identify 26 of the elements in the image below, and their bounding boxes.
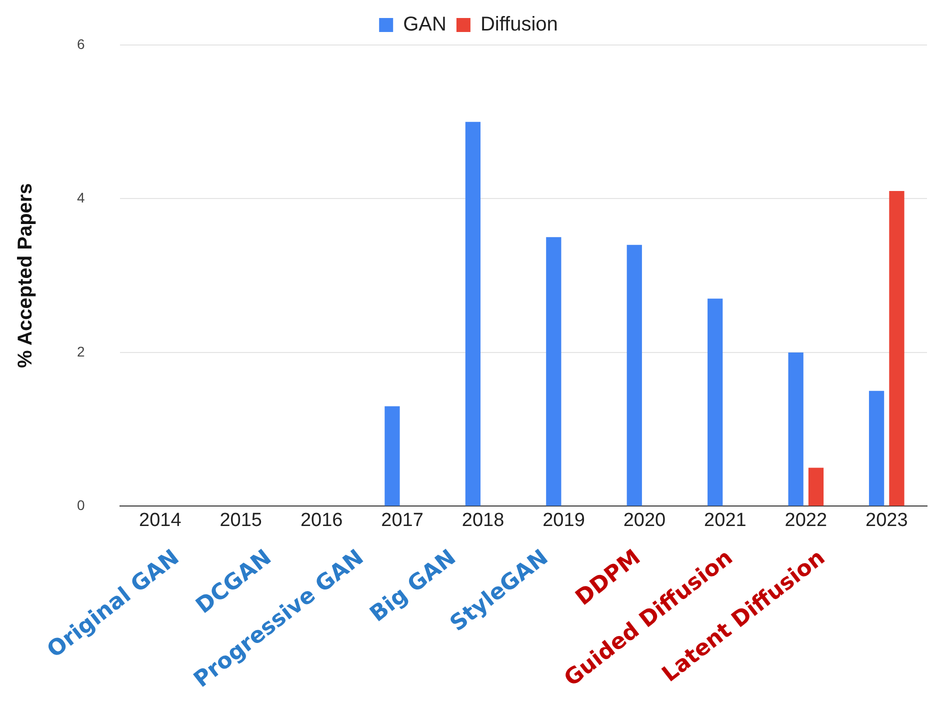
- y-tick-label: 6: [76, 36, 85, 52]
- bar: [384, 406, 400, 506]
- bar: [546, 237, 562, 506]
- bar: [889, 191, 904, 506]
- x-tick-label: 2021: [704, 510, 746, 531]
- x-tick-label: 2017: [381, 510, 424, 531]
- y-axis-title: % Accepted Papers: [14, 183, 37, 368]
- x-tick-label: 2023: [866, 510, 908, 531]
- x-tick-label: 2020: [623, 510, 666, 531]
- bar: [626, 244, 642, 506]
- legend-label: Diffusion: [480, 14, 558, 36]
- bar: [708, 298, 723, 506]
- x-tick-label: 2022: [784, 510, 828, 531]
- x-tick-label: 2016: [300, 510, 343, 531]
- x-tick-label: 2014: [139, 510, 182, 531]
- bar: [868, 390, 884, 506]
- x-tick-label: 2019: [542, 510, 585, 531]
- bar: [465, 122, 481, 506]
- x-tick-label: 2015: [220, 510, 262, 531]
- bar: [808, 468, 824, 506]
- y-tick-label: 2: [76, 343, 85, 360]
- y-tick-label: 0: [76, 497, 85, 514]
- y-tick-label: 4: [76, 190, 85, 206]
- bar: [788, 352, 804, 506]
- legend-label: GAN: [403, 14, 446, 36]
- x-tick-label: 2018: [462, 510, 504, 531]
